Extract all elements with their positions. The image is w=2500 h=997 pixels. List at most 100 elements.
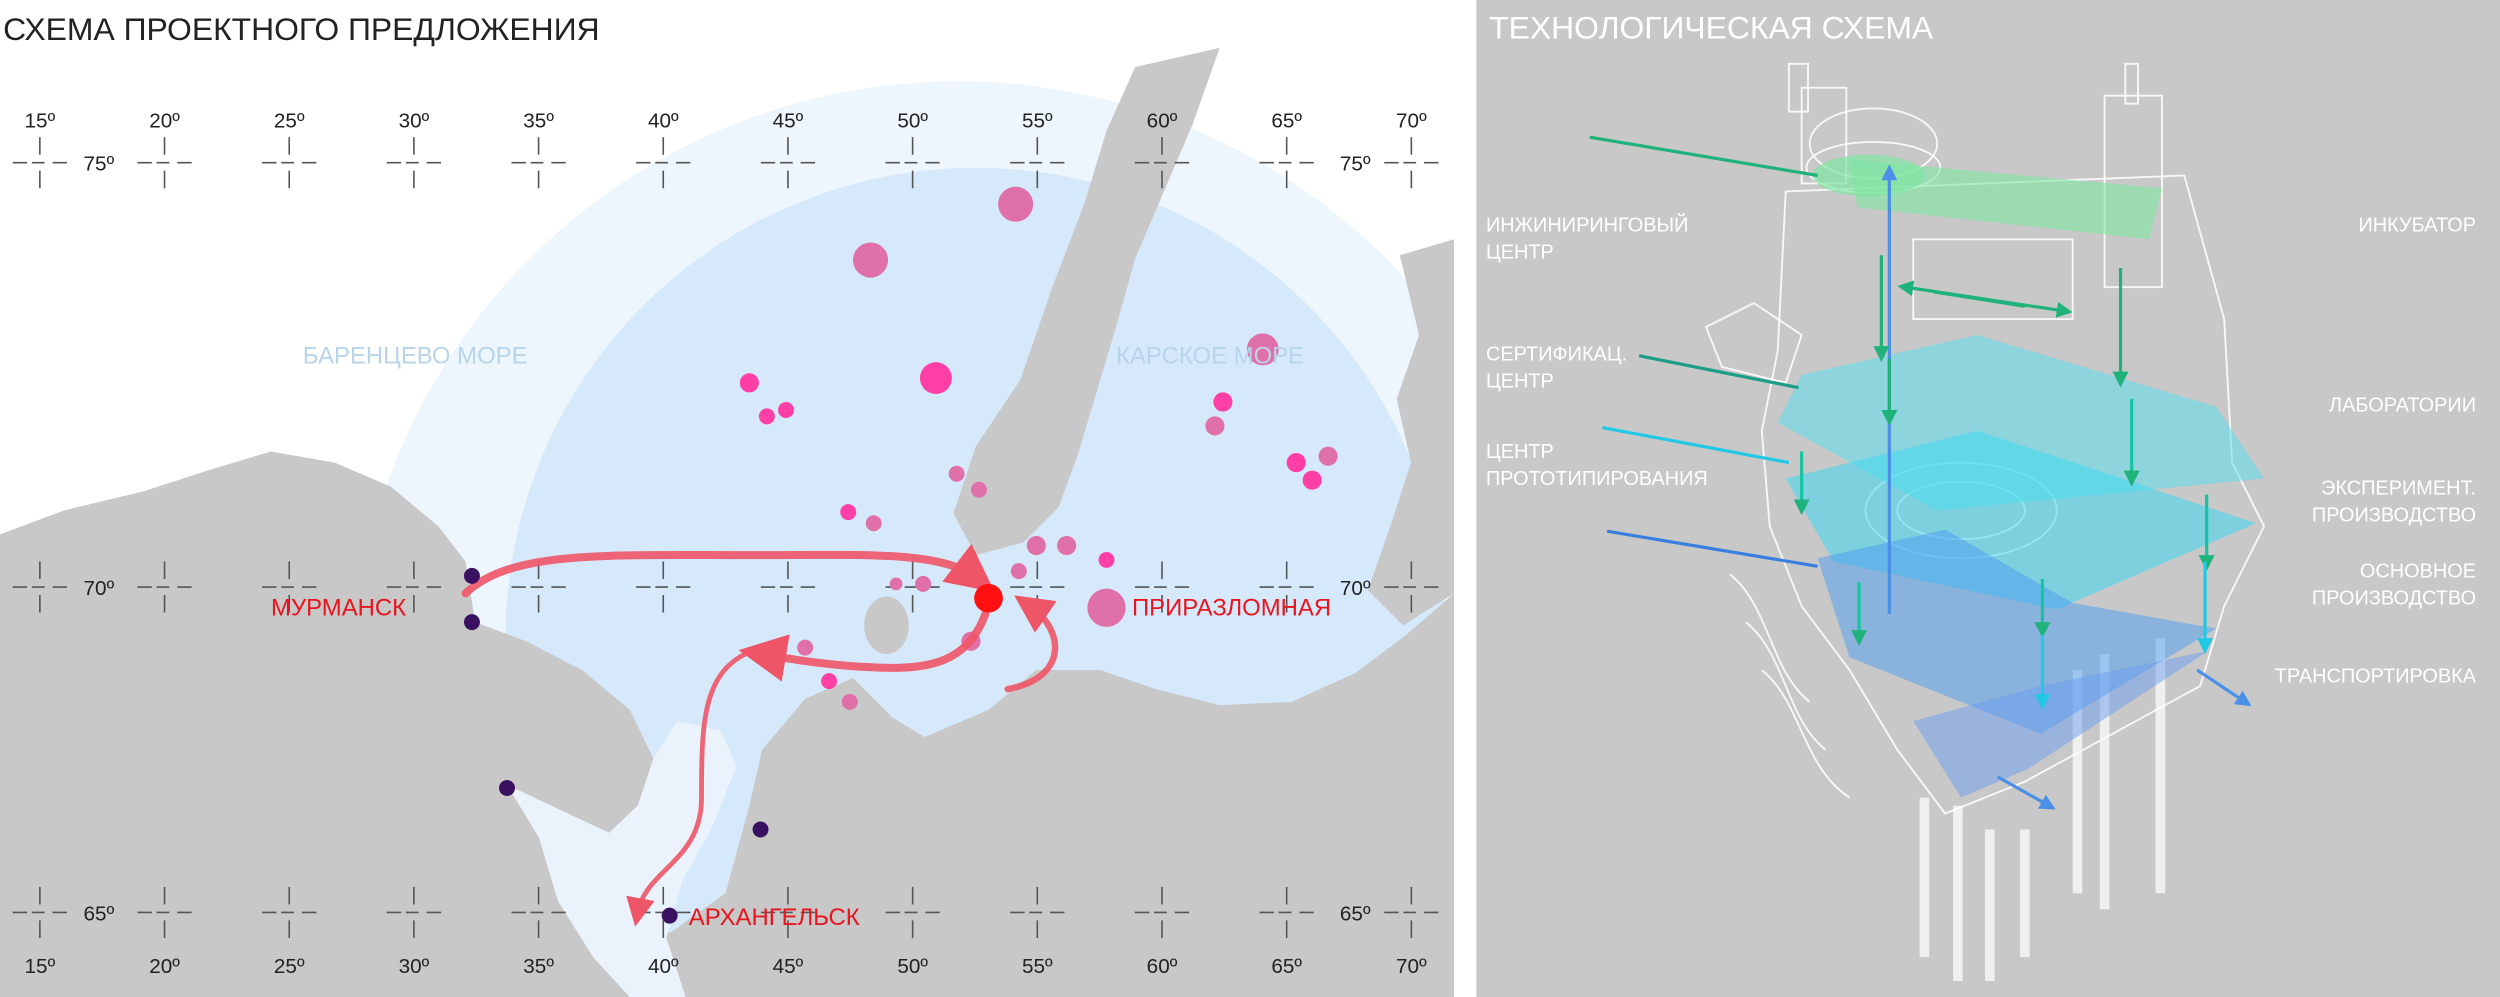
oil-field-marker	[970, 481, 987, 498]
routes	[461, 543, 1059, 927]
oil-field-marker	[1057, 535, 1077, 556]
longitude-label-bottom: 20º	[149, 955, 180, 978]
city-label-murmansk: МУРМАНСК	[271, 595, 406, 622]
scheme-label-right: ОСНОВНОЕ	[2360, 560, 2476, 582]
oil-field-marker	[1205, 416, 1225, 436]
level-incubator	[1849, 159, 2162, 240]
longitude-label-bottom: 65º	[1271, 955, 1302, 978]
longitude-label-bottom: 40º	[648, 955, 679, 978]
oil-field-marker	[1286, 453, 1306, 473]
oil-field-marker	[739, 373, 759, 393]
longitude-label-bottom: 30º	[399, 955, 430, 978]
grid-crosshair	[885, 886, 940, 938]
longitude-label-top: 20º	[149, 110, 180, 133]
oil-field-marker	[1087, 588, 1126, 627]
latitude-label: 75º	[84, 153, 115, 176]
land-mainland	[0, 451, 1455, 997]
city-label-arkhangelsk: АРХАНГЕЛЬСК	[689, 904, 860, 931]
latitude-label: 65º	[1340, 902, 1371, 925]
level-transport	[1913, 650, 2209, 798]
grid-crosshair	[511, 561, 566, 613]
map-panel: 15º 15º 20º 20º 25º 25º 30º 30º 35º 35º 40º 40º 45º 4…	[0, 10, 1455, 997]
oil-field-marker	[821, 673, 838, 690]
scheme-label-right: ТРАНСПОРТИРОВКА	[2275, 666, 2477, 688]
oil-field-marker	[915, 575, 932, 592]
longitude-label-bottom: 15º	[25, 955, 56, 978]
grid-crosshair	[12, 886, 67, 938]
grid-crosshair	[12, 137, 67, 189]
route-loop-prirazlomnaya	[1004, 595, 1059, 693]
oil-field-marker	[1213, 392, 1233, 412]
scheme-title: ТЕХНОЛОГИЧЕСКАЯ СХЕМА	[1489, 9, 1934, 45]
oil-field-marker	[1098, 551, 1115, 568]
scheme-label-left: ПРОТОТИПИРОВАНИЯ	[1486, 468, 1708, 490]
grid-crosshair	[137, 137, 192, 189]
oil-field-marker	[1010, 563, 1027, 580]
grid-crosshair	[1384, 561, 1439, 613]
scheme-label-right: ПРОИЗВОДСТВО	[2312, 505, 2476, 527]
grid-crosshair	[1010, 137, 1065, 189]
oil-field-marker	[758, 408, 775, 425]
sea-label-kara: КАРСКОЕ МОРЕ	[1116, 343, 1304, 370]
land-yamal	[1367, 239, 1455, 626]
longitude-label-bottom: 60º	[1147, 955, 1178, 978]
longitude-label-bottom: 50º	[897, 955, 928, 978]
land-kolguev	[864, 596, 909, 655]
oil-field-marker	[852, 242, 889, 278]
sea-label-barents: БАРЕНЦЕВО МОРЕ	[303, 343, 528, 370]
grid-crosshair	[760, 561, 816, 613]
longitude-label-top: 35º	[523, 110, 554, 133]
route-prirazlomnaya-pechora	[738, 610, 990, 682]
longitude-label-top: 15º	[25, 110, 56, 133]
oil-field-marker	[948, 465, 965, 482]
grid-crosshair	[760, 886, 816, 938]
longitude-label-top: 70º	[1396, 110, 1427, 133]
grid-crosshair	[760, 137, 816, 189]
scheme-labels: ИНЖИНИРИНГОВЫЙ ЦЕНТР СЕРТИФИКАЦ. ЦЕНТР ЦЕНТР…	[1486, 212, 2477, 687]
grid-crosshair	[1134, 886, 1190, 938]
scheme-label-left: ЦЕНТР	[1486, 241, 1554, 263]
longitude-label-bottom: 70º	[1396, 955, 1427, 978]
grid-crosshair	[386, 561, 442, 613]
longitude-label-bottom: 25º	[274, 955, 305, 978]
grid-crosshair	[386, 886, 442, 938]
oil-field-marker	[919, 362, 952, 395]
white-sea	[507, 721, 737, 997]
oil-field-marker	[865, 515, 882, 532]
latitude-label: 65º	[84, 902, 115, 925]
map-title: СХЕМА ПРОЕКТНОГО ПРЕДЛОЖЕНИЯ	[3, 11, 599, 47]
longitude-label-bottom: 55º	[1022, 955, 1053, 978]
prirazlomnaya-platform-marker	[974, 583, 1003, 613]
oil-field-marker	[1302, 470, 1322, 490]
grid-crosshair	[1010, 886, 1065, 938]
longitude-label-top: 25º	[274, 110, 305, 133]
grid-crosshair	[262, 561, 317, 613]
oil-field-marker	[1026, 535, 1046, 556]
grid-crosshair	[262, 886, 317, 938]
grid-crosshair	[636, 137, 691, 189]
oil-field-marker	[1246, 333, 1279, 366]
longitude-label-bottom: 45º	[773, 955, 804, 978]
scheme-label-right: ПРОИЗВОДСТВО	[2312, 588, 2476, 610]
grid-crosshair	[1134, 561, 1190, 613]
route-murmansk-prirazlomnaya	[461, 543, 995, 598]
scheme-label-left: ИНЖИНИРИНГОВЫЙ	[1486, 212, 1688, 236]
grid-crosshair	[386, 137, 442, 189]
latitude-label: 75º	[1340, 153, 1371, 176]
process-arrows	[1589, 135, 2252, 810]
grid-crosshair	[137, 886, 192, 938]
grid-crosshair	[1259, 561, 1314, 613]
grid-crosshair	[1384, 137, 1439, 189]
longitude-label-top: 40º	[648, 110, 679, 133]
oil-field-marker	[841, 693, 858, 710]
oil-field-marker	[1318, 446, 1338, 466]
grid-crosshair	[511, 137, 566, 189]
longitude-label-top: 30º	[399, 110, 430, 133]
tech-scheme-panel: ТЕХНОЛОГИЧЕСКАЯ СХЕМА ИНЖИНИРИНГОВЫЙ ЦЕНТ…	[1476, 0, 2500, 997]
longitude-label-top: 50º	[897, 110, 928, 133]
oil-field-marker	[889, 577, 903, 591]
coordinate-grid: 15º 15º 20º 20º 25º 25º 30º 30º 35º 35º 40º 40º 45º 4…	[12, 110, 1439, 978]
grid-crosshair	[1259, 886, 1314, 938]
grid-crosshair	[1134, 137, 1190, 189]
scheme-label-left: СЕРТИФИКАЦ.	[1486, 344, 1627, 366]
